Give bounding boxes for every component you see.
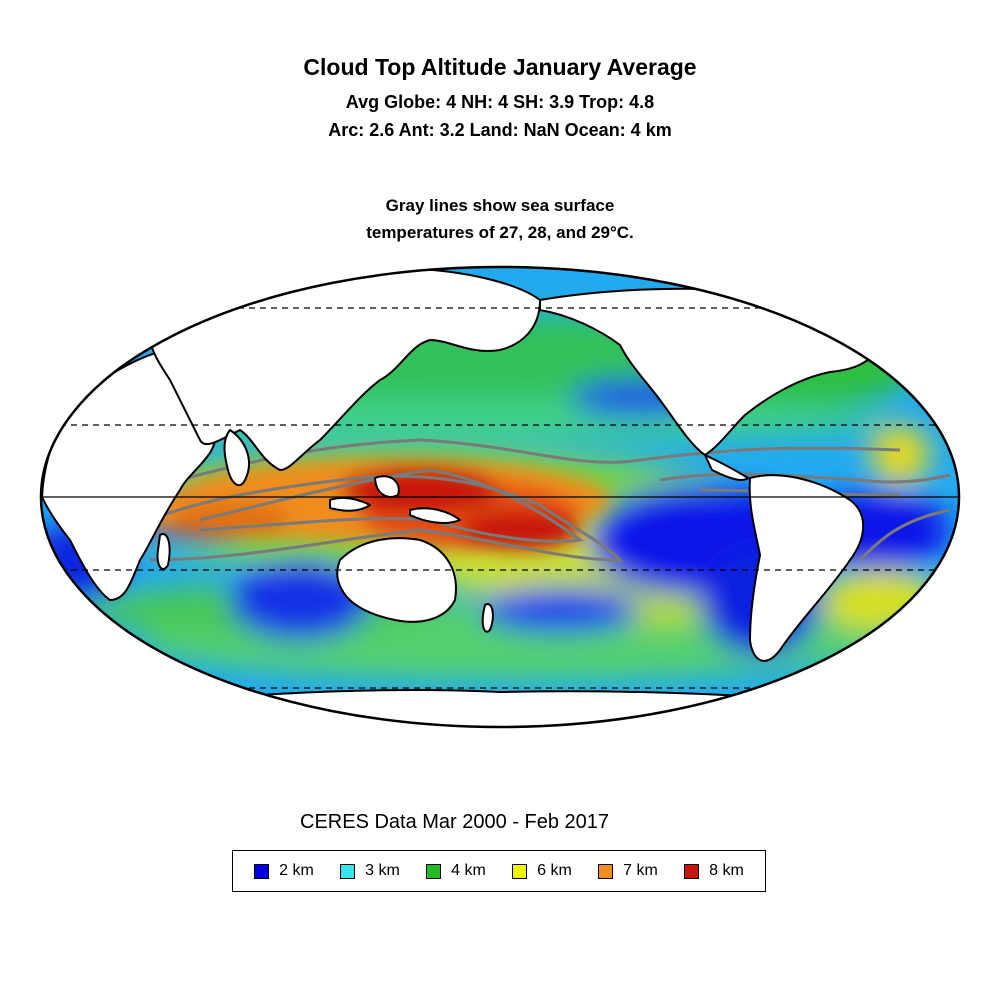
australia bbox=[336, 537, 457, 623]
chart-title: Cloud Top Altitude January Average bbox=[303, 54, 697, 80]
globe-outline bbox=[39, 265, 961, 729]
indonesia bbox=[329, 496, 371, 512]
legend-label: 3 km bbox=[365, 862, 400, 879]
legend-label: 4 km bbox=[451, 862, 486, 879]
stats-line-1: Avg Globe: 4 NH: 4 SH: 3.9 Trop: 4.8 bbox=[345, 92, 655, 112]
legend-swatch bbox=[512, 863, 528, 879]
legend-item-7km: 7 km bbox=[598, 862, 658, 880]
legend-label: 8 km bbox=[709, 862, 744, 879]
cloud-field bbox=[41, 267, 959, 727]
legend-swatch bbox=[598, 863, 614, 879]
legend-swatch bbox=[684, 863, 700, 879]
central-america bbox=[704, 454, 749, 481]
south-america bbox=[748, 474, 865, 662]
legend-label: 2 km bbox=[279, 862, 314, 879]
legend-item-3km: 3 km bbox=[340, 862, 400, 880]
sst-note-line-2: temperatures of 27, 28, and 29°C. bbox=[366, 223, 634, 242]
madagascar bbox=[156, 533, 171, 570]
latitude-lines bbox=[41, 307, 959, 689]
new-guinea bbox=[409, 507, 461, 524]
legend-item-6km: 6 km bbox=[512, 862, 572, 880]
legend-swatch bbox=[254, 863, 270, 879]
antarctica bbox=[199, 689, 801, 727]
legend-swatch bbox=[340, 863, 356, 879]
legend-item-4km: 4 km bbox=[426, 862, 486, 880]
data-source-label: CERES Data Mar 2000 - Feb 2017 bbox=[300, 811, 610, 833]
legend-item-2km: 2 km bbox=[254, 862, 314, 880]
sst-contours bbox=[119, 438, 951, 562]
india bbox=[223, 429, 250, 487]
stats-line-2: Arc: 2.6 Ant: 3.2 Land: NaN Ocean: 4 km bbox=[328, 120, 672, 140]
legend-swatch bbox=[426, 863, 442, 879]
sst-note-line-1: Gray lines show sea surface bbox=[385, 196, 615, 215]
new-zealand bbox=[481, 603, 494, 633]
legend-item-8km: 8 km bbox=[684, 862, 744, 880]
legend-label: 7 km bbox=[623, 862, 658, 879]
legend-label: 6 km bbox=[537, 862, 572, 879]
borneo bbox=[374, 475, 400, 498]
legend: 2 km 3 km 4 km 6 km 7 km 8 km bbox=[232, 850, 766, 892]
